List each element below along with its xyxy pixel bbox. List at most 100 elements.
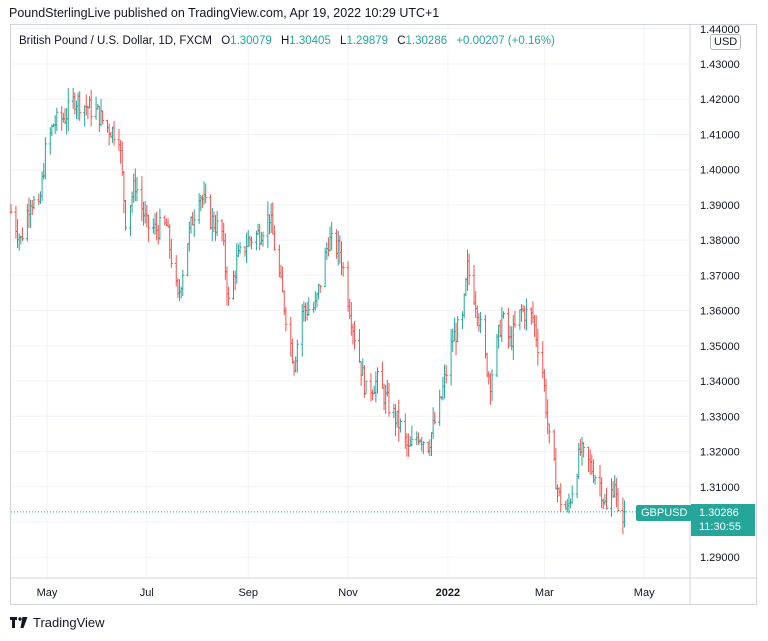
ohlc-bar bbox=[542, 368, 546, 392]
ohlc-bar bbox=[200, 194, 204, 208]
ohlc-bar bbox=[474, 291, 478, 318]
ohlc-bar bbox=[43, 137, 47, 180]
ohlc-bar bbox=[475, 305, 479, 327]
ohlc-bar bbox=[304, 302, 308, 322]
ohlc-bar bbox=[238, 242, 242, 255]
ohlc-bar bbox=[318, 284, 322, 293]
ohlc-bar bbox=[29, 199, 33, 228]
ohlc-bar bbox=[268, 214, 272, 235]
ohlc-bar bbox=[143, 201, 147, 224]
ohlc-bar bbox=[384, 385, 388, 414]
ohlc-bar bbox=[302, 301, 306, 322]
ohlc-bar bbox=[598, 464, 602, 497]
ohlc-bar bbox=[38, 191, 42, 204]
ohlc-bar bbox=[456, 316, 460, 343]
ohlc-bar bbox=[168, 224, 172, 259]
ohlc-bar bbox=[215, 210, 219, 237]
ohlc-bar bbox=[623, 500, 627, 528]
ohlc-bar bbox=[99, 99, 103, 127]
ohlc-bar bbox=[385, 379, 389, 397]
ohlc-bar bbox=[212, 211, 216, 233]
ohlc-bar bbox=[569, 498, 573, 509]
ohlc-bar bbox=[477, 313, 481, 332]
chart-frame bbox=[10, 24, 757, 605]
ohlc-bar bbox=[25, 203, 29, 242]
y-tick-label: 1.43000 bbox=[700, 59, 740, 71]
ohlc-bar bbox=[189, 216, 193, 234]
ohlc-bar bbox=[416, 432, 420, 445]
ohlc-bar bbox=[408, 436, 412, 447]
ohlc-bar bbox=[616, 488, 620, 512]
x-tick-label: May bbox=[37, 587, 58, 599]
y-tick-label: 1.44000 bbox=[700, 24, 740, 36]
ohlc-bar bbox=[178, 279, 182, 302]
ohlc-bar bbox=[454, 322, 458, 356]
ohlc-bar bbox=[271, 202, 275, 235]
ohlc-bar bbox=[524, 298, 528, 331]
ohlc-bar bbox=[63, 108, 67, 125]
symbol-label: GBPUSD bbox=[636, 505, 693, 521]
ohlc-bars bbox=[9, 87, 627, 535]
ohlc-bar bbox=[277, 244, 281, 278]
ohlc-bar bbox=[421, 441, 425, 455]
ohlc-bar bbox=[361, 358, 365, 376]
ohlc-bar bbox=[315, 292, 319, 308]
ohlc-bar bbox=[611, 481, 615, 498]
ohlc-bar bbox=[101, 110, 105, 125]
ohlc-bar bbox=[281, 266, 285, 293]
ohlc-bar bbox=[40, 171, 44, 201]
ohlc-bar bbox=[199, 194, 203, 212]
ohlc-bar bbox=[227, 286, 231, 306]
x-tick-label: Nov bbox=[338, 587, 358, 599]
last-price: 1.30286 bbox=[699, 507, 739, 519]
ohlc-bar bbox=[132, 173, 136, 203]
ohlc-bar bbox=[523, 305, 527, 330]
ohlc-bar bbox=[250, 236, 254, 250]
ohlc-bar bbox=[176, 278, 180, 298]
ohlc-bar bbox=[462, 293, 466, 319]
ohlc-bar bbox=[305, 301, 309, 321]
ohlc-bar bbox=[500, 306, 504, 342]
ohlc-bar bbox=[614, 477, 618, 508]
bar-countdown: 11:30:55 bbox=[699, 521, 742, 533]
ohlc-bar bbox=[55, 107, 59, 131]
footer-brand[interactable]: TradingView bbox=[10, 615, 105, 630]
ohlc-bar bbox=[187, 221, 191, 252]
ohlc-bar bbox=[546, 399, 550, 435]
ohlc-bar bbox=[117, 129, 121, 152]
y-tick-label: 1.33000 bbox=[700, 411, 740, 423]
ohlc-bar bbox=[97, 105, 101, 133]
ohlc-bar bbox=[225, 266, 229, 306]
ohlc-bar bbox=[467, 253, 471, 285]
ohlc-bar bbox=[112, 121, 116, 146]
currency-button[interactable]: USD bbox=[710, 34, 742, 50]
ohlc-bar bbox=[60, 106, 64, 131]
ohlc-bar bbox=[498, 319, 502, 338]
ohlc-bar bbox=[449, 329, 453, 386]
ohlc-bar bbox=[259, 231, 263, 246]
y-tick-label: 1.31000 bbox=[700, 482, 740, 494]
ohlc-bar bbox=[521, 304, 525, 313]
ohlc-bar bbox=[266, 201, 270, 249]
x-tick-label: 2022 bbox=[436, 587, 460, 599]
ohlc-bar bbox=[89, 89, 93, 127]
y-tick-label: 1.42000 bbox=[700, 94, 740, 106]
ohlc-bar bbox=[20, 227, 24, 241]
change-value: +0.00207 (+0.16%) bbox=[456, 35, 555, 47]
ohlc-bar bbox=[600, 477, 604, 509]
ohlc-bar bbox=[407, 433, 411, 457]
ohlc-bar bbox=[284, 307, 288, 332]
ohlc-bar bbox=[325, 242, 329, 260]
ohlc-bar bbox=[531, 301, 535, 324]
y-tick-label: 1.38000 bbox=[700, 235, 740, 247]
ohlc-bar bbox=[328, 226, 332, 252]
ohlc-bar bbox=[375, 367, 379, 394]
ohlc-bar bbox=[14, 205, 18, 239]
ohlc-bar bbox=[146, 214, 150, 242]
ohlc-bar bbox=[508, 325, 512, 347]
ohlc-bar bbox=[317, 283, 321, 300]
ohlc-bar bbox=[403, 413, 407, 449]
x-tick-label: Mar bbox=[535, 587, 554, 599]
ohlc-bar bbox=[485, 352, 489, 378]
